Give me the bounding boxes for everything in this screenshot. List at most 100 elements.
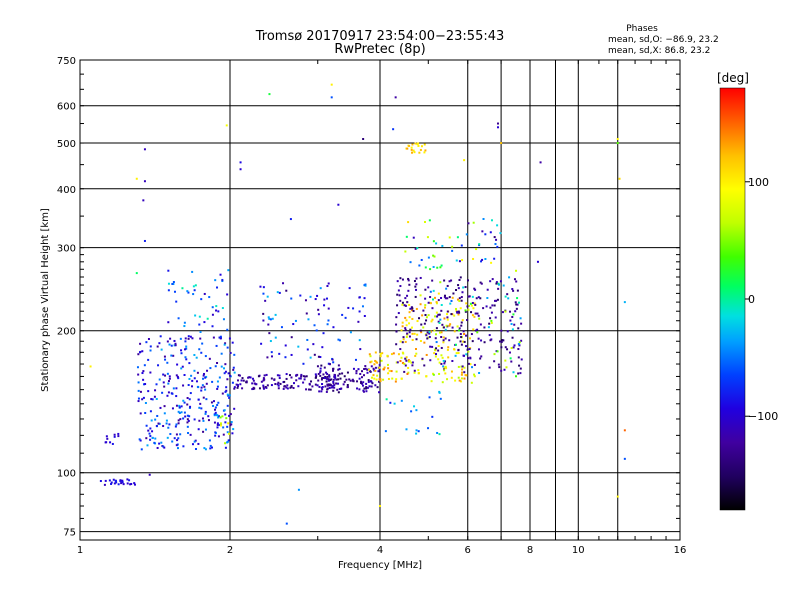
echo-point: [216, 385, 219, 388]
echo-point: [331, 369, 334, 372]
echo-point: [438, 391, 441, 394]
echo-point: [224, 442, 227, 445]
echo-point: [231, 432, 234, 435]
echo-point: [460, 321, 463, 324]
echo-point: [189, 433, 192, 436]
echo-point: [444, 297, 447, 300]
echo-point: [191, 443, 194, 446]
echo-point: [451, 326, 454, 329]
echo-point: [233, 371, 236, 374]
echo-point: [439, 266, 442, 269]
phases-o-stats: mean, sd,O: −86.9, 23.2: [608, 35, 719, 45]
echo-point: [268, 317, 271, 320]
echo-point: [390, 353, 393, 356]
echo-point: [289, 218, 292, 221]
echo-point: [438, 433, 441, 436]
echo-point: [225, 389, 228, 392]
echo-point: [299, 377, 302, 380]
echo-point: [370, 360, 373, 363]
echo-point: [164, 374, 167, 377]
echo-point: [387, 377, 390, 380]
echo-point: [149, 410, 152, 413]
echo-point: [300, 373, 303, 376]
echo-point: [113, 482, 116, 485]
echo-point: [356, 387, 359, 390]
echo-point: [490, 219, 493, 222]
echo-point: [474, 288, 477, 291]
echo-point: [121, 479, 124, 482]
echo-point: [126, 478, 129, 481]
echo-point: [467, 304, 470, 307]
echo-point: [359, 372, 362, 375]
echo-point: [328, 375, 331, 378]
echo-point: [495, 282, 498, 285]
echo-point: [230, 421, 233, 424]
echo-point: [490, 321, 493, 324]
echo-point: [298, 377, 301, 380]
echo-point: [167, 426, 170, 429]
echo-point: [320, 378, 323, 381]
echo-point: [185, 347, 188, 350]
echo-point: [126, 482, 129, 485]
echo-point: [220, 352, 223, 355]
echo-point: [493, 236, 496, 239]
echo-point: [360, 376, 363, 379]
echo-point: [222, 433, 225, 436]
echo-point: [476, 331, 479, 334]
echo-point: [495, 238, 498, 241]
echo-point: [388, 369, 391, 372]
echo-point: [368, 368, 371, 371]
echo-point: [401, 325, 404, 328]
echo-point: [139, 390, 142, 393]
plot-grid: [80, 60, 680, 540]
echo-point: [457, 376, 460, 379]
echo-point: [444, 372, 447, 375]
echo-point: [154, 418, 157, 421]
echo-point: [419, 148, 422, 151]
colorbar: [deg] 100 0 −100: [717, 71, 778, 511]
echo-point: [204, 412, 207, 415]
echo-point: [224, 370, 227, 373]
echo-point: [412, 149, 415, 152]
echo-point: [149, 345, 152, 348]
echo-point: [455, 289, 458, 292]
echo-point: [429, 296, 432, 299]
echo-point: [225, 124, 228, 127]
echo-point: [410, 148, 413, 151]
echo-point: [223, 367, 226, 370]
echo-point: [315, 374, 318, 377]
echo-point: [428, 396, 431, 399]
echo-point: [149, 349, 152, 352]
echo-point: [186, 421, 189, 424]
echo-point: [432, 298, 435, 301]
echo-point: [150, 419, 153, 422]
echo-point: [276, 291, 279, 294]
echo-point: [324, 377, 327, 380]
echo-point: [405, 319, 408, 322]
echo-point: [410, 361, 413, 364]
echo-point: [262, 292, 265, 295]
echo-point: [147, 338, 150, 341]
echo-point: [504, 295, 507, 298]
echo-point: [517, 327, 520, 330]
echo-point: [242, 379, 245, 382]
echo-point: [104, 441, 107, 444]
echo-point: [103, 483, 106, 486]
echo-point: [480, 282, 483, 285]
echo-point: [378, 380, 381, 383]
echo-point: [456, 325, 459, 328]
echo-point: [227, 269, 230, 272]
echo-point: [458, 327, 461, 330]
echo-point: [163, 446, 166, 449]
echo-point: [327, 383, 330, 386]
echo-point: [415, 432, 418, 435]
echo-point: [363, 387, 366, 390]
echo-point: [262, 387, 265, 390]
echo-point: [183, 373, 186, 376]
echo-point: [427, 336, 430, 339]
echo-point: [219, 422, 222, 425]
echo-point: [167, 269, 170, 272]
echo-point: [399, 285, 402, 288]
echo-point: [215, 309, 218, 312]
echo-point: [224, 421, 227, 424]
